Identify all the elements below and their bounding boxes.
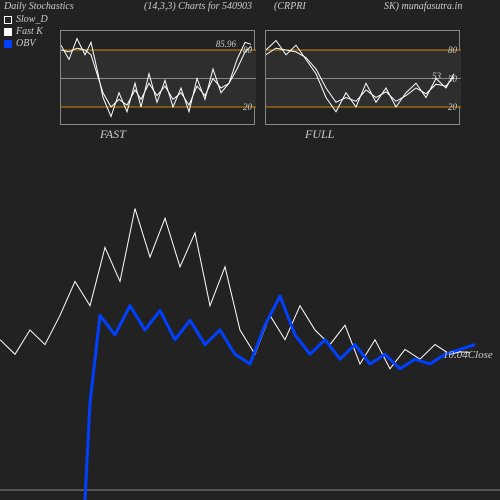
price-line bbox=[0, 209, 470, 369]
obv-line bbox=[80, 296, 475, 500]
main-chart bbox=[0, 0, 500, 500]
close-label: 10.04Close bbox=[443, 349, 493, 361]
chart-container: Daily Stochastics (14,3,3) Charts for 54… bbox=[0, 0, 500, 500]
